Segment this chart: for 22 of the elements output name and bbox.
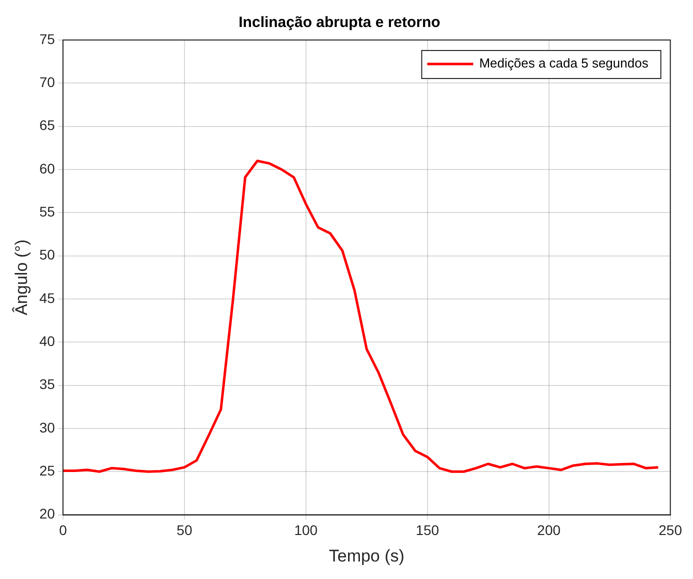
y-tick-label: 35 bbox=[39, 376, 56, 392]
y-tick-label: 60 bbox=[39, 160, 56, 176]
y-tick-label: 25 bbox=[39, 462, 56, 478]
x-tick-label: 200 bbox=[537, 522, 561, 538]
x-tick-label: 250 bbox=[658, 522, 682, 538]
y-tick-label: 50 bbox=[39, 246, 56, 263]
y-tick-label: 40 bbox=[39, 333, 56, 350]
x-axis-title: Tempo (s) bbox=[328, 546, 404, 566]
legend-label: Medições a cada 5 segundos bbox=[479, 56, 649, 71]
chart-title: Inclinação abrupta e retorno bbox=[238, 14, 440, 32]
y-tick-label: 20 bbox=[39, 506, 56, 522]
y-tick-label: 45 bbox=[39, 290, 56, 306]
y-tick-label: 65 bbox=[39, 117, 56, 134]
x-tick-label: 150 bbox=[416, 522, 440, 538]
y-tick-label: 70 bbox=[39, 74, 56, 90]
y-tick-label: 55 bbox=[39, 204, 56, 220]
x-tick-label: 50 bbox=[176, 522, 192, 538]
x-tick-label: 0 bbox=[59, 522, 68, 538]
y-tick-label: 30 bbox=[39, 419, 56, 436]
x-tick-label: 100 bbox=[294, 522, 318, 538]
y-axis-title: Ângulo (°) bbox=[12, 240, 31, 316]
y-tick-label: 75 bbox=[39, 30, 56, 47]
